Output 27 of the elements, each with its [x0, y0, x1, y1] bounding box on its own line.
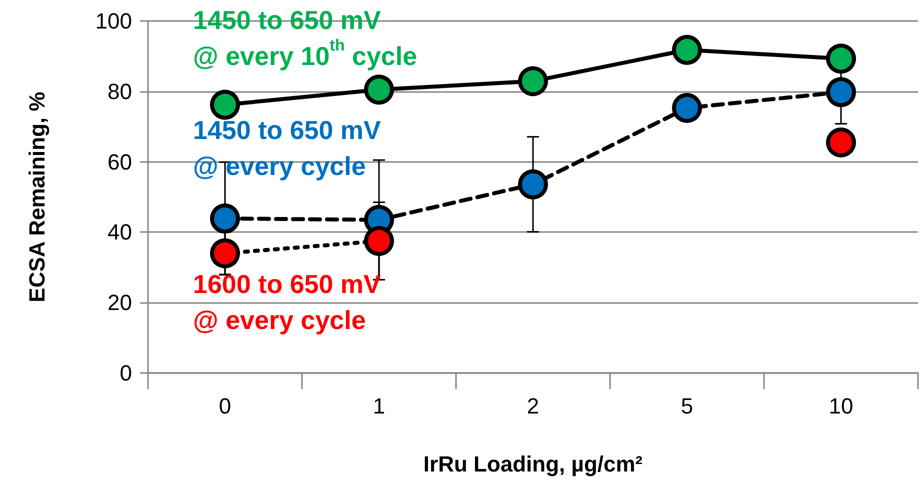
x-tick-label: 1: [372, 394, 386, 418]
series-label: 1450 to 650 mV @ every cycle: [193, 115, 382, 181]
point: [826, 127, 856, 158]
point: [826, 44, 856, 74]
point: [672, 34, 702, 65]
y-tick-label: 40: [108, 220, 132, 245]
y-tick-label: 60: [108, 149, 132, 174]
point: [210, 90, 240, 120]
x-tick-label: 10: [828, 394, 854, 418]
x-axis-title: IrRu Loading, µg/cm²: [423, 452, 643, 476]
y-tick-label: 20: [108, 290, 132, 316]
y-tick-label: 100: [95, 8, 132, 34]
y-tick-label: 0: [120, 360, 132, 386]
series-label: 1600 to 650 mV @ every cycle: [193, 269, 382, 335]
point: [518, 169, 548, 200]
point: [210, 203, 240, 234]
point: [518, 66, 548, 96]
point: [826, 77, 856, 108]
x-tick-label: 5: [680, 394, 694, 418]
x-tick-label: 0: [218, 394, 232, 418]
point: [672, 92, 702, 123]
point: [364, 226, 394, 256]
point: [210, 238, 240, 268]
point: [364, 74, 394, 105]
y-axis-title: ECSA Remaining, %: [24, 92, 50, 302]
y-tick-label: 80: [108, 78, 132, 104]
x-tick-label: 2: [526, 394, 540, 418]
